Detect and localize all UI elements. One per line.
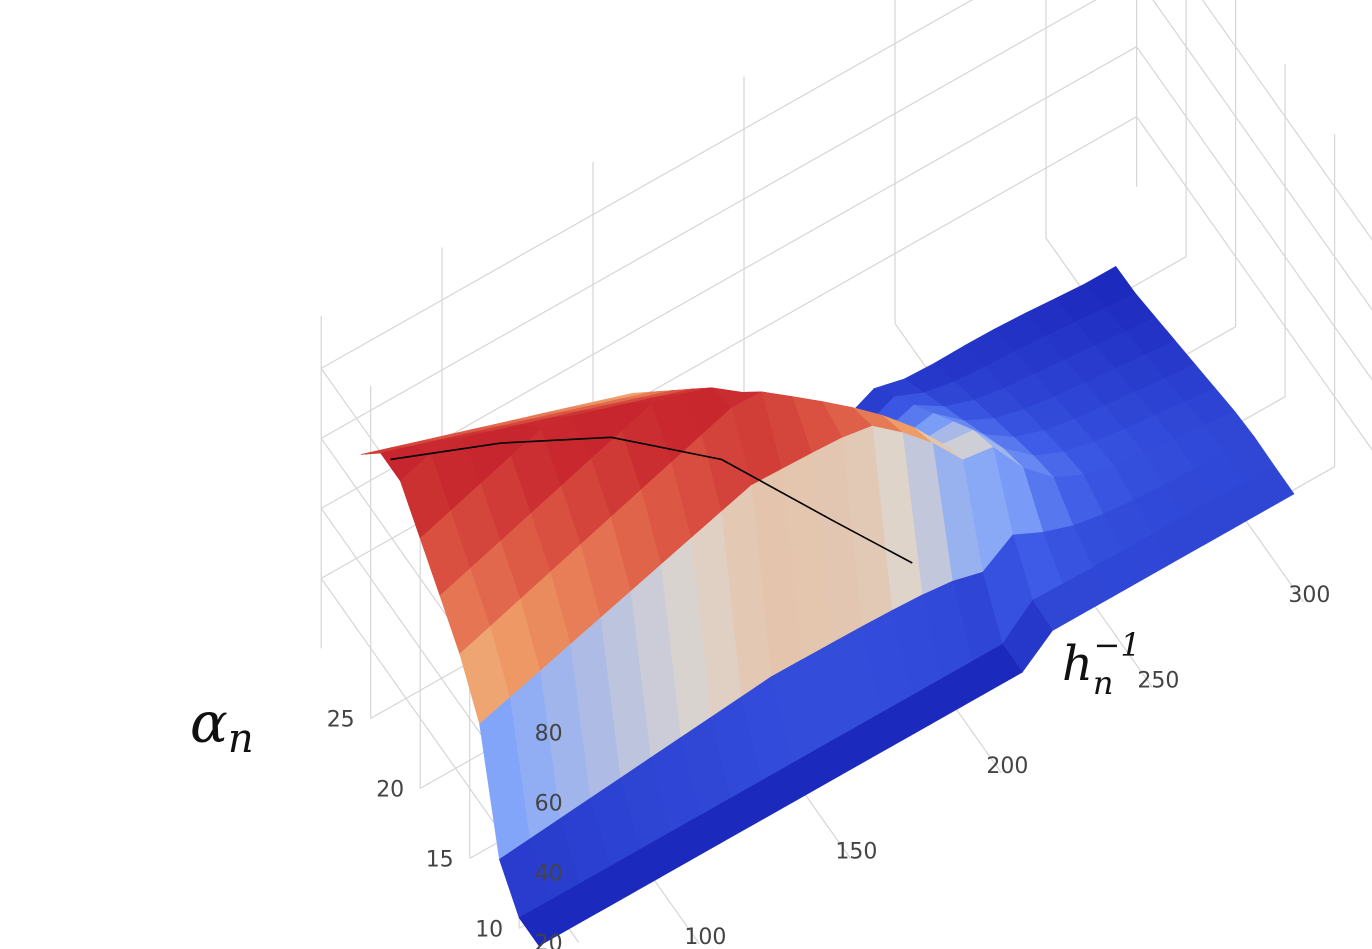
x-tick-label: 300: [1288, 583, 1330, 608]
back-wall-grid-z: [320, 0, 1097, 439]
right-wall-grid-z: [1152, 0, 1372, 311]
surface-cell: [518, 900, 570, 947]
y-tick-label: 10: [475, 917, 503, 942]
x-tick-label: 100: [684, 925, 726, 949]
y-tick-label: 20: [376, 777, 404, 802]
x-axis-title: hn−1: [1062, 626, 1141, 702]
x-tick-label: 150: [835, 840, 877, 865]
x-tick-label: 200: [986, 754, 1028, 779]
y-tick-label: 15: [426, 847, 454, 872]
right-wall-grid-z: [1201, 0, 1372, 241]
z-tick-label: 40: [535, 861, 563, 886]
right-wall-grid-z: [1136, 116, 1372, 451]
back-wall-grid-z: [320, 46, 1137, 509]
tick-labels: 100 150 200 250 300 10 15 20 25 20 40 60 80: [327, 583, 1331, 949]
x-tick-label: 250: [1137, 669, 1179, 694]
y-tick-label: 25: [327, 707, 355, 732]
back-wall-grid-z: [320, 0, 974, 369]
z-tick-label: 80: [535, 721, 563, 746]
highlight-path-line: [390, 436, 913, 564]
y-axis-title: αn: [190, 691, 254, 762]
highlight-path: [390, 436, 913, 564]
z-tick-label: 60: [535, 791, 563, 816]
surface: [360, 266, 1295, 947]
right-wall-grid-z: [1136, 46, 1372, 381]
z-tick-label: 20: [535, 931, 563, 949]
